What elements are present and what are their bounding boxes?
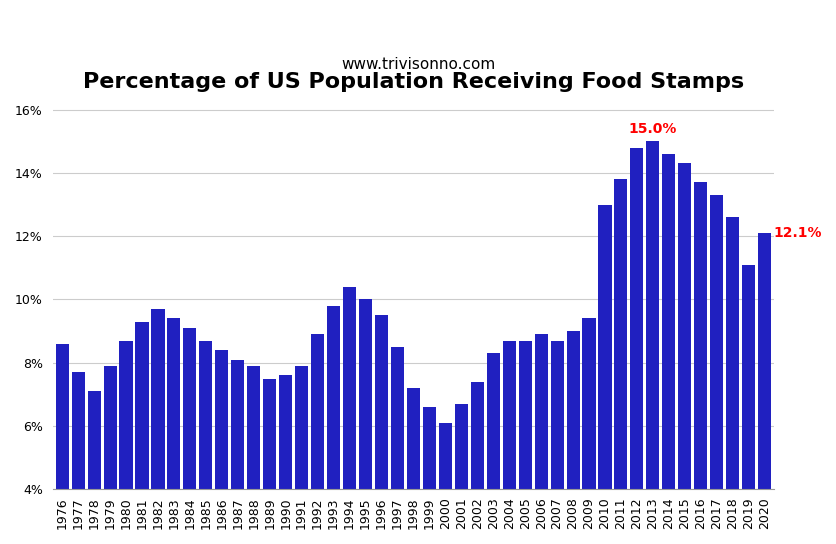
Bar xyxy=(614,179,627,490)
Bar xyxy=(710,195,722,490)
Bar xyxy=(470,382,483,490)
Bar xyxy=(438,423,451,490)
Bar xyxy=(104,366,116,490)
Bar xyxy=(199,341,212,490)
Bar xyxy=(677,163,691,490)
Bar xyxy=(534,335,547,490)
Bar xyxy=(757,233,770,490)
Bar xyxy=(486,353,499,490)
Bar xyxy=(327,306,339,490)
Bar xyxy=(645,141,659,490)
Bar xyxy=(630,147,643,490)
Bar xyxy=(311,335,324,490)
Bar xyxy=(726,217,738,490)
Bar xyxy=(375,316,388,490)
Bar xyxy=(343,287,355,490)
Text: 12.1%: 12.1% xyxy=(772,226,821,240)
Bar xyxy=(406,388,420,490)
Bar xyxy=(263,379,276,490)
Text: 15.0%: 15.0% xyxy=(628,122,676,137)
Bar xyxy=(167,318,181,490)
Bar xyxy=(55,344,69,490)
Title: Percentage of US Population Receiving Food Stamps: Percentage of US Population Receiving Fo… xyxy=(83,72,743,92)
Bar xyxy=(566,331,579,490)
Bar xyxy=(231,360,244,490)
Bar xyxy=(454,404,467,490)
Bar xyxy=(88,391,100,490)
Bar xyxy=(72,372,84,490)
Bar xyxy=(390,347,404,490)
Bar xyxy=(135,322,148,490)
Bar xyxy=(661,154,675,490)
Bar xyxy=(693,182,706,490)
Bar xyxy=(120,341,132,490)
Bar xyxy=(550,341,563,490)
Bar xyxy=(215,350,228,490)
Bar xyxy=(422,407,436,490)
Bar xyxy=(279,375,292,490)
Bar xyxy=(247,366,260,490)
Text: www.trivisonno.com: www.trivisonno.com xyxy=(341,57,495,72)
Bar xyxy=(151,309,165,490)
Bar xyxy=(518,341,531,490)
Bar xyxy=(183,328,196,490)
Bar xyxy=(359,300,372,490)
Bar xyxy=(295,366,308,490)
Bar xyxy=(502,341,515,490)
Bar xyxy=(582,318,595,490)
Bar xyxy=(742,265,754,490)
Bar xyxy=(598,205,611,490)
